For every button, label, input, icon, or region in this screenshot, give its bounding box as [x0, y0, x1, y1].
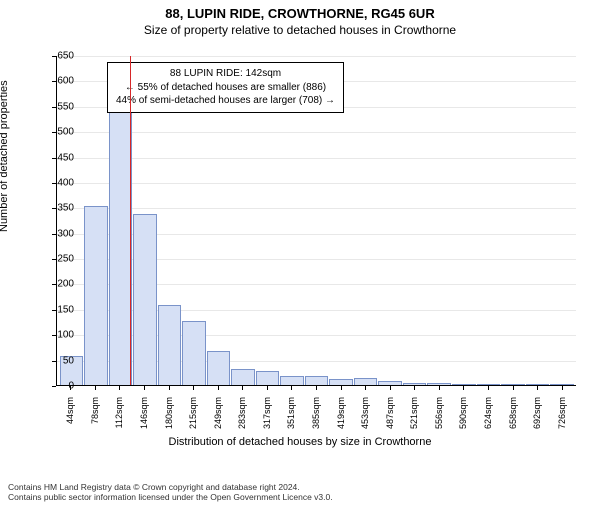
annotation-line1: 88 LUPIN RIDE: 142sqm — [116, 67, 335, 81]
annotation-line3: 44% of semi-detached houses are larger (… — [116, 94, 335, 108]
histogram-bar — [477, 384, 501, 386]
histogram-bar — [280, 376, 304, 385]
histogram-bar — [427, 383, 451, 385]
histogram-bar — [550, 384, 574, 386]
chart-area: Number of detached properties 88 LUPIN R… — [0, 46, 600, 446]
histogram-bar — [158, 305, 182, 385]
histogram-bar — [501, 384, 525, 386]
histogram-bar — [354, 378, 378, 385]
chart-title: 88, LUPIN RIDE, CROWTHORNE, RG45 6UR — [0, 6, 600, 21]
chart-subtitle: Size of property relative to detached ho… — [0, 23, 600, 37]
histogram-bar — [84, 206, 108, 385]
property-marker-line — [130, 56, 131, 385]
y-axis-label: Number of detached properties — [0, 80, 10, 232]
histogram-bar — [452, 384, 476, 386]
annotation-box: 88 LUPIN RIDE: 142sqm ← 55% of detached … — [107, 62, 344, 113]
footer-line1: Contains HM Land Registry data © Crown c… — [8, 482, 333, 492]
histogram-bar — [403, 383, 427, 385]
histogram-bar — [378, 381, 402, 385]
histogram-bar — [182, 321, 206, 385]
histogram-bar — [109, 112, 133, 385]
histogram-bar — [133, 214, 157, 385]
histogram-bar — [305, 376, 329, 385]
histogram-bar — [256, 371, 280, 385]
footer-attribution: Contains HM Land Registry data © Crown c… — [8, 482, 333, 502]
x-axis-label: Distribution of detached houses by size … — [0, 436, 600, 448]
histogram-bar — [207, 351, 231, 385]
histogram-bar — [231, 369, 255, 385]
plot-area: 88 LUPIN RIDE: 142sqm ← 55% of detached … — [56, 56, 576, 386]
histogram-bar — [329, 379, 353, 385]
annotation-line2: ← 55% of detached houses are smaller (88… — [116, 81, 335, 95]
footer-line2: Contains public sector information licen… — [8, 492, 333, 502]
histogram-bar — [526, 384, 550, 386]
